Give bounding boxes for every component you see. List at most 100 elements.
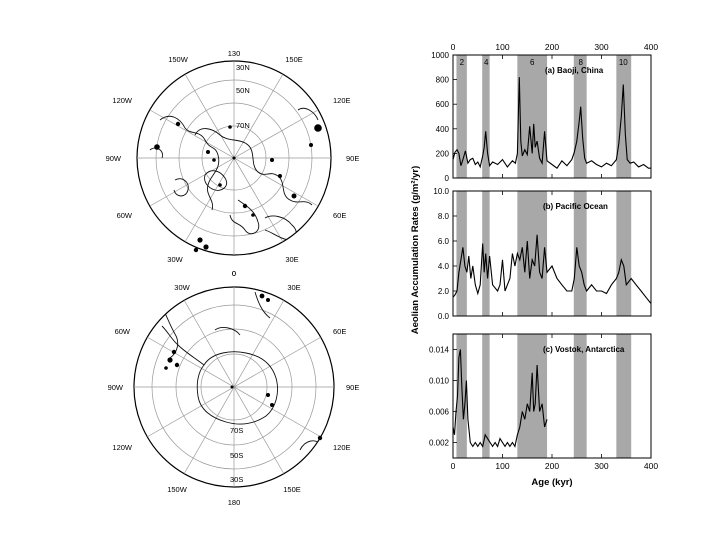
site-marker [309,143,313,147]
coastline [299,440,323,451]
lon-label-top-left: 150W [168,55,189,64]
lon-label-left: 90W [108,383,124,392]
x-tick-label: 100 [495,461,509,471]
site-marker [171,349,177,355]
panel-title: (a) Baoji, China [545,66,604,75]
glacial-band [482,55,490,178]
lon-label-bottom: 0 [232,269,236,278]
chart-panel-1: 0.0 2.0 4.0 6.0 8.0 10.0 (b) Pacific Ocean [433,187,652,321]
north-polar-map: 130 150W 150E 120W 120E 90W 90E 60W 60E … [106,49,360,278]
coastline [297,107,319,121]
lon-label-top-right: 150E [285,55,303,64]
top-axis-tick: 300 [594,42,608,52]
y-tick-label: 0.002 [429,439,450,448]
panel-title: (b) Pacific Ocean [543,202,608,211]
chart-panel-0: 0 200 400 600 800 1000 (a) Baoji, China 2 4 6 8 10 [431,51,652,183]
y-tick-label: 0 [445,174,450,183]
antarctica-coast [196,351,278,425]
glacial-band [517,191,548,316]
coastline [194,128,313,206]
lon-label-bottom-right: 150E [283,485,301,494]
glacial-band [616,55,632,178]
coastline [173,178,189,197]
stage-label: 8 [578,58,583,67]
stage-label: 2 [460,58,465,67]
x-tick-label: 0 [451,461,456,471]
lon-label-right-upper: 120E [333,96,351,105]
site-marker [193,247,199,253]
lat-label: 70N [236,121,250,130]
site-marker [259,293,265,299]
lon-label-bottom: 180 [228,498,241,507]
lon-label-right: 90E [346,154,359,163]
site-marker [164,366,168,370]
coastline [254,291,271,319]
glacial-band [616,191,632,316]
y-tick-label: 8.0 [438,212,450,221]
lon-label-bottom-left: 150W [167,485,188,494]
y-tick-label: 10.0 [433,187,449,196]
site-marker [317,435,323,441]
series-line [452,349,548,448]
y-tick-label: 2.0 [438,287,450,296]
y-tick-label: 600 [436,100,450,109]
lon-label-right: 90E [346,383,359,392]
site-markers [154,121,322,253]
y-tick-label: 0.014 [429,346,450,355]
y-tick-label: 0.0 [438,312,450,321]
stage-label: 6 [530,58,535,67]
south-polar-map: 0 30W 30E 60W 60E 90W 90E 120W 120E 150W… [108,269,360,507]
x-tick-label: 300 [594,461,608,471]
chart-panel-2: 0.002 0.006 0.010 0.014 (c) Vostok, Antarcti… [429,333,658,488]
site-marker [266,393,270,397]
lat-label: 30N [236,63,250,72]
glacial-band [573,334,587,458]
y-tick-label: 400 [436,125,450,134]
y-tick-label: 0.010 [429,377,450,386]
glacial-band [517,334,548,458]
site-marker [291,193,297,199]
site-marker [270,158,274,162]
x-tick-label: 200 [545,461,559,471]
glacial-band [456,55,467,178]
lat-label: 50S [230,451,243,460]
lon-label-left-lower: 60W [117,211,133,220]
top-axis-tick: 0 [451,42,456,52]
y-axis-label: Aeolian Accumulation Rates (g/m²/yr) [410,166,421,335]
series-line [452,77,651,169]
site-marker [270,403,274,407]
lat-label: 30S [230,475,243,484]
glacial-band [573,191,587,316]
site-marker [174,362,180,368]
glacial-band [456,334,467,458]
lon-label-left-upper: 60W [115,327,131,336]
stage-label: 10 [619,58,628,67]
lon-label-right-lower: 60E [333,211,346,220]
site-marker [266,298,270,302]
site-marker [203,244,209,250]
coastline [214,327,241,336]
site-marker [218,183,222,187]
lon-label-right-lower: 120E [333,443,351,452]
lon-label-top: 0 [232,269,236,278]
site-marker [228,125,232,129]
x-axis-label: Age (kyr) [531,477,572,488]
top-axis-tick: 400 [644,42,658,52]
meridian [146,336,322,438]
series-line [452,234,652,304]
site-marker [278,174,282,178]
site-marker [251,213,255,217]
pole-center [232,156,236,160]
top-axis-tick: 100 [495,42,509,52]
site-marker [167,357,173,363]
y-tick-label: 4.0 [438,262,450,271]
lon-label-left-upper: 120W [112,96,133,105]
site-marker [206,150,210,154]
lon-label-right-upper: 60E [333,327,346,336]
y-tick-label: 6.0 [438,237,450,246]
site-marker [212,158,216,162]
lat-label: 50N [236,86,250,95]
y-tick-label: 200 [436,149,450,158]
